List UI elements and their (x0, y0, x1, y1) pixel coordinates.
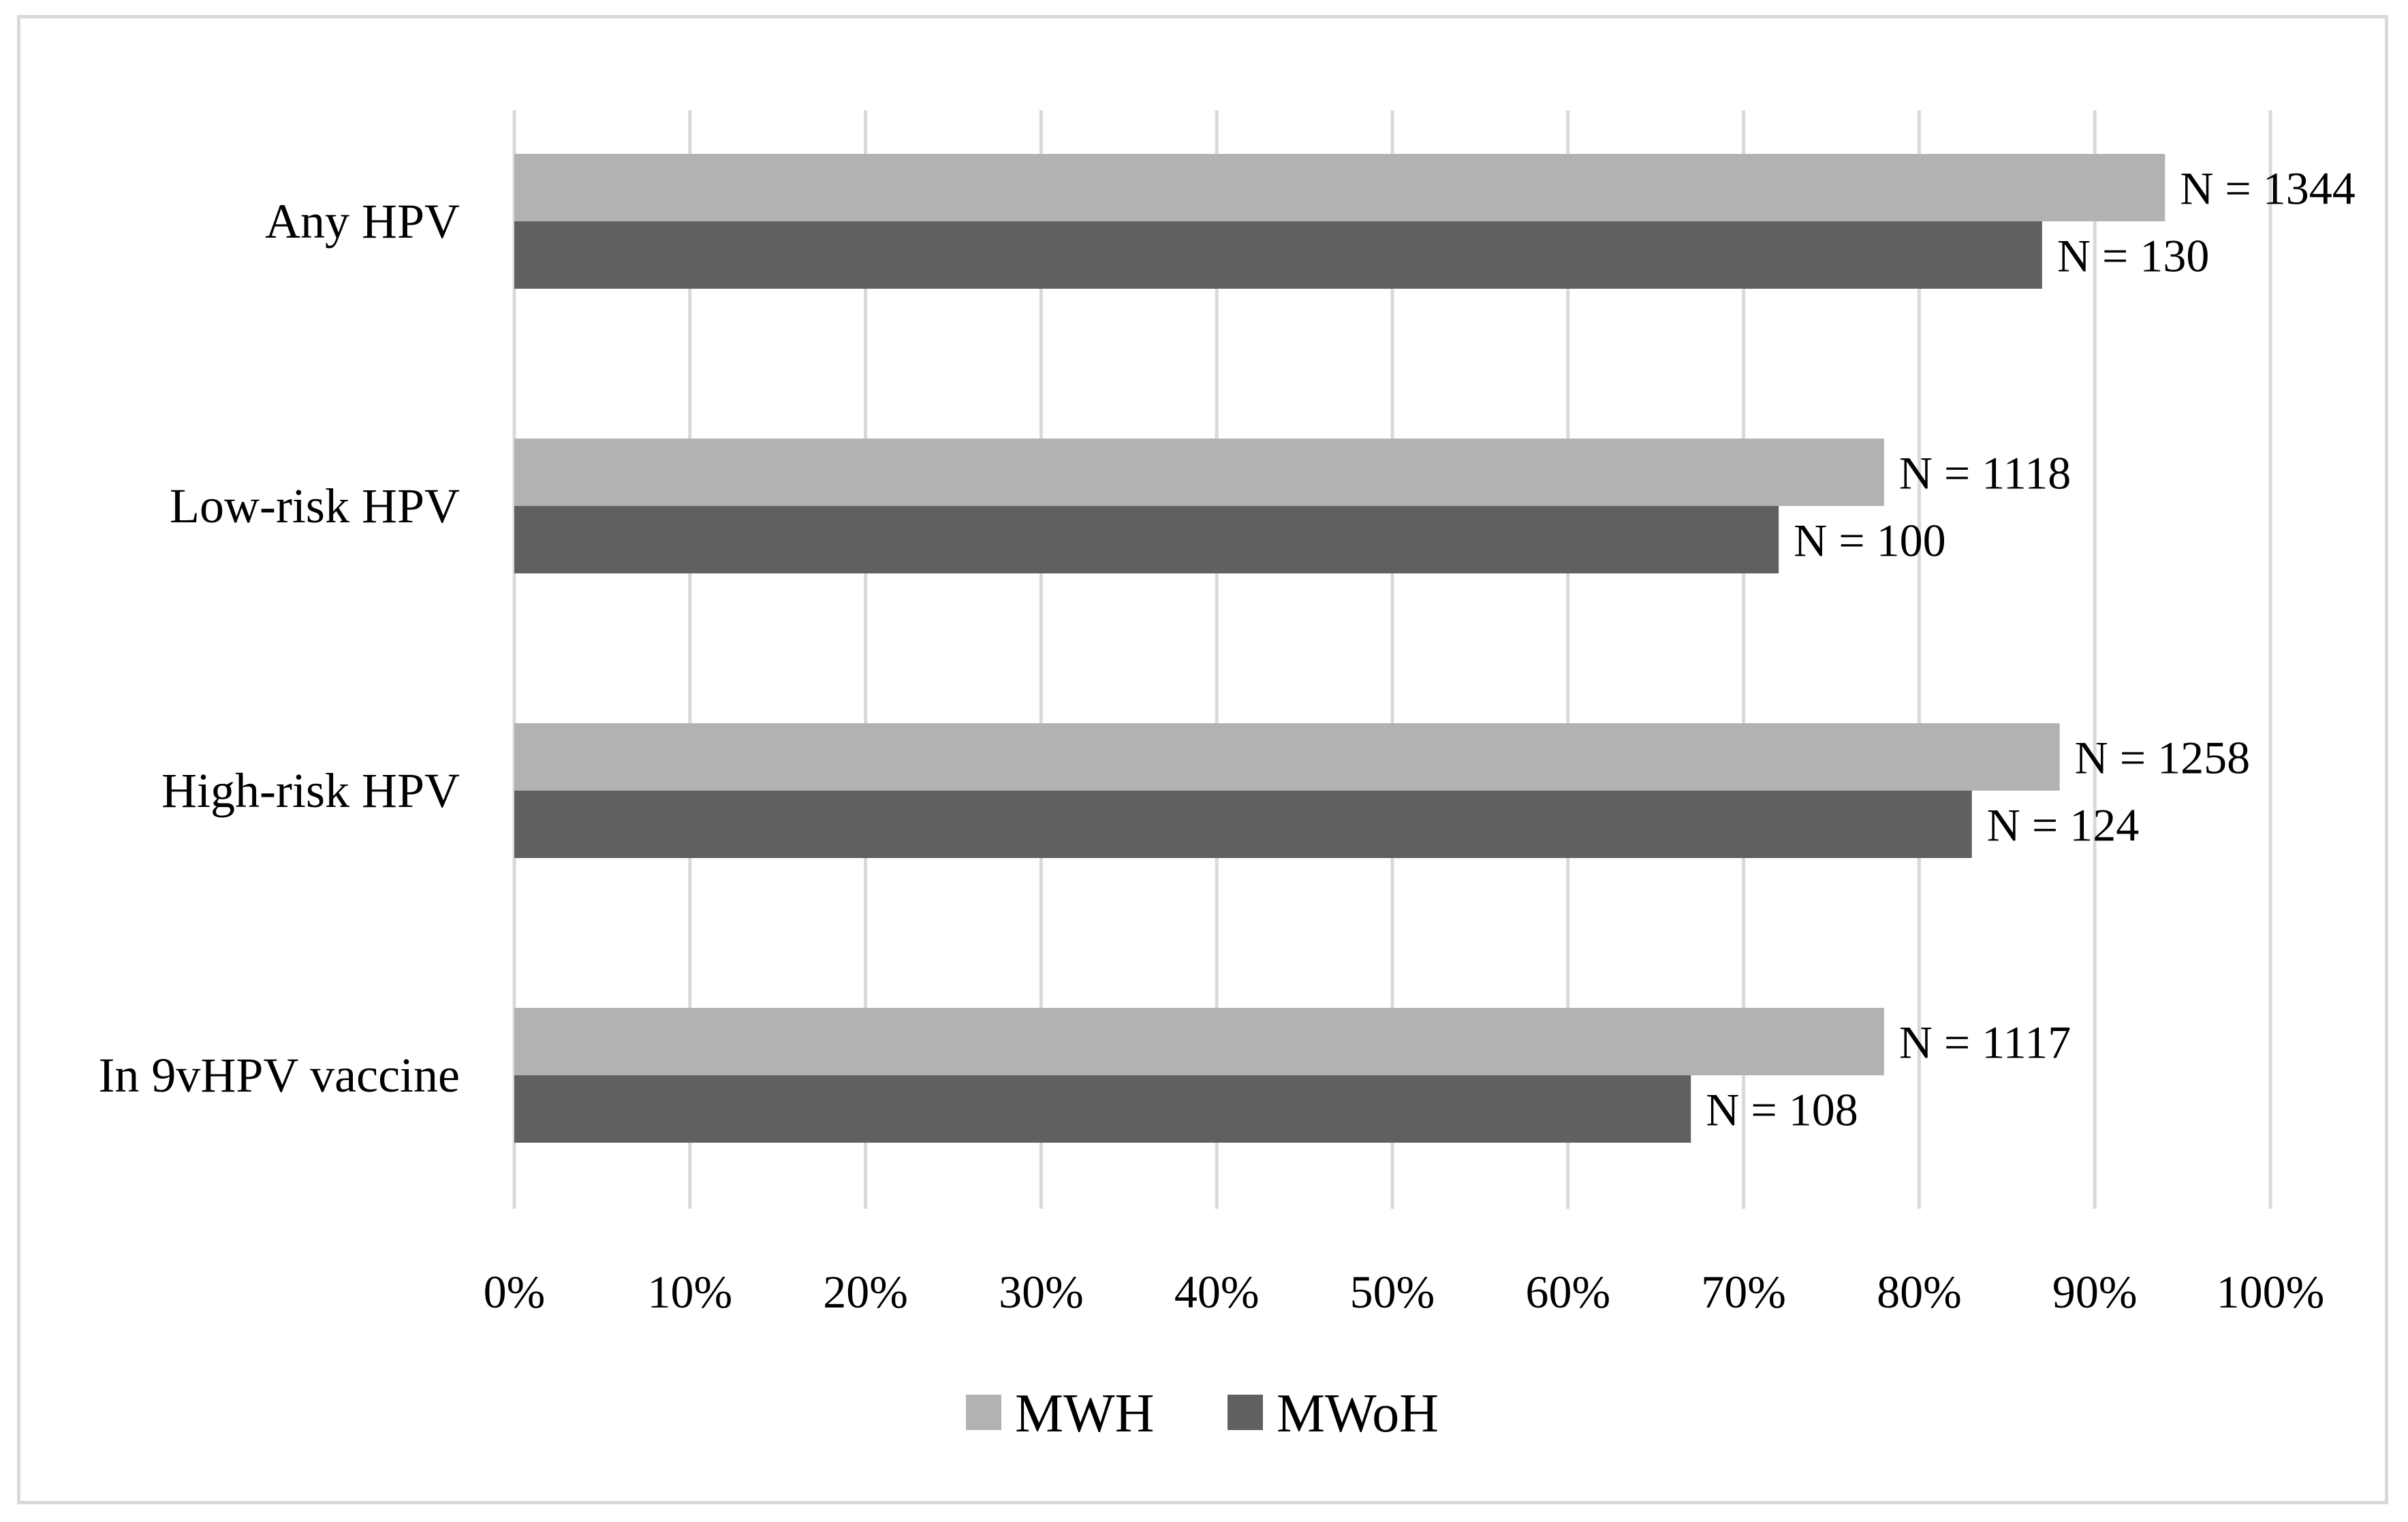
data-label: N = 1117 (1899, 1017, 2071, 1068)
data-label: N = 1258 (2075, 732, 2250, 784)
data-label: N = 108 (1706, 1084, 1858, 1136)
data-label: N = 100 (1794, 515, 1945, 567)
data-label: N = 1344 (2180, 163, 2355, 215)
x-tick-label: 40% (1174, 1266, 1260, 1318)
bar-mwh-0 (514, 154, 2165, 221)
bar-mwh-2 (514, 723, 2060, 791)
x-tick-label: 10% (647, 1266, 732, 1318)
data-label: N = 124 (1987, 799, 2139, 851)
legend-label-mwoh: MWoH (1277, 1384, 1439, 1444)
category-label: In 9vHPV vaccine (98, 1048, 460, 1103)
x-tick-label: 0% (484, 1266, 546, 1318)
bar-mwh-1 (514, 439, 1884, 506)
axis: 0% 10% 20% 30% 40% 50% 60% 70% 80% 90% 100% Any HPV… (98, 194, 2324, 1318)
x-tick-label: 50% (1350, 1266, 1435, 1318)
category-label: Low-risk HPV (170, 479, 460, 533)
bar-mwoh-1 (514, 506, 1779, 573)
legend-swatch-mwoh (1228, 1395, 1263, 1430)
x-tick-label: 20% (823, 1266, 908, 1318)
bar-mwoh-2 (514, 791, 1972, 858)
x-tick-label: 90% (2052, 1266, 2138, 1318)
x-tick-label: 80% (1877, 1266, 1962, 1318)
data-label: N = 130 (2057, 230, 2209, 282)
legend-label-mwh: MWH (1015, 1384, 1154, 1444)
bars (514, 154, 2165, 1143)
bar-mwh-3 (514, 1008, 1884, 1075)
legend-swatch-mwh (966, 1395, 1001, 1430)
x-tick-label: 70% (1701, 1266, 1786, 1318)
x-tick-label: 60% (1525, 1266, 1610, 1318)
category-label: High-risk HPV (161, 763, 460, 818)
legend: MWH MWoH (966, 1384, 1439, 1444)
x-tick-label: 30% (999, 1266, 1084, 1318)
x-tick-label: 100% (2217, 1266, 2325, 1318)
bar-mwoh-3 (514, 1075, 1691, 1143)
data-labels: N = 1344 N = 1118 N = 1258 N = 1117 N = 130 N… (1706, 163, 2356, 1136)
bar-mwoh-0 (514, 221, 2042, 289)
data-label: N = 1118 (1899, 447, 2071, 499)
category-label: Any HPV (265, 194, 460, 249)
